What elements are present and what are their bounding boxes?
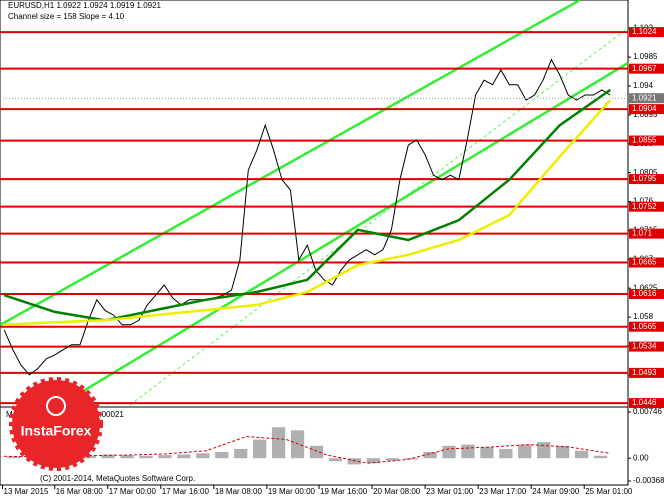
histogram-bar [574, 450, 589, 459]
histogram-bar [404, 458, 418, 460]
level-label: 1.071 [632, 229, 653, 238]
x-tick-label: 17 Mar 16:00 [162, 487, 210, 496]
level-label-box [629, 367, 664, 378]
y-tick-label: 1.058 [633, 312, 654, 321]
x-tick-label: 16 Mar 08:00 [56, 487, 104, 496]
histogram-bar [253, 439, 267, 459]
current-price-box [629, 93, 664, 104]
histogram-bar [158, 455, 172, 459]
histogram-bar [556, 445, 570, 459]
x-tick-label: 20 Mar 08:00 [373, 487, 421, 496]
histogram-bar [461, 444, 475, 459]
y-tick-label: 1.094 [633, 81, 654, 90]
level-label: 1.0752 [632, 202, 657, 211]
price-line [3, 58, 611, 376]
level-label: 1.0446 [632, 398, 657, 407]
histogram-bar [442, 445, 456, 459]
level-label: 1.0565 [632, 322, 657, 331]
copyright: (C) 2001-2014, MetaQuotes Software Corp. [40, 474, 195, 483]
current-price-label: 1.0921 [632, 93, 657, 102]
level-label: 1.0534 [632, 342, 657, 351]
moving-average [4, 99, 612, 327]
level-label-box [629, 104, 664, 115]
plot-frame [0, 0, 629, 486]
channel-mid-line [129, 27, 629, 406]
level-label-box [629, 63, 664, 74]
histogram-bar [499, 448, 513, 459]
y-tick-label: -0.00368 [633, 476, 664, 485]
level-label-box [629, 135, 664, 146]
histogram-bar [518, 444, 532, 459]
histogram-bar [290, 430, 305, 459]
histogram-bar [423, 452, 437, 459]
histogram-bar [139, 455, 153, 459]
histogram-bar [196, 453, 210, 459]
x-tick-label: 13 Mar 2015 [4, 487, 49, 496]
level-label: 1.0616 [632, 289, 657, 298]
y-tick-label: 1.0895 [633, 110, 658, 119]
level-label-box [629, 341, 664, 352]
histogram-bar [480, 447, 494, 459]
level-label: 1.0795 [632, 174, 657, 183]
x-tick-label: 17 Mar 00:00 [109, 487, 157, 496]
logo-icon [46, 396, 66, 416]
chart-subtitle: Channel size = 158 Slope = 4.10 [8, 12, 125, 21]
level-label: 1.1024 [632, 27, 657, 36]
x-tick-label: 23 Mar 01:00 [426, 487, 474, 496]
signal-line [3, 435, 611, 464]
histogram-bar [366, 458, 380, 464]
histogram-bar [328, 458, 343, 462]
y-tick-label: 0.00 [633, 453, 649, 462]
histogram-bar [215, 452, 229, 459]
chart-title: EURUSD,H1 1.0922 1.0924 1.0919 1.0921 [8, 1, 162, 10]
level-label: 1.0665 [632, 258, 657, 267]
histogram-bar [385, 458, 399, 461]
y-tick-label: 0.00746 [633, 407, 662, 416]
x-tick-label: 24 Mar 09:00 [532, 487, 580, 496]
histogram-bar [101, 454, 115, 459]
level-label-box [629, 228, 664, 239]
plot-layer: 1.1031.09851.0941.08951.0851.08051.0761.… [0, 23, 664, 496]
y-tick-label: 1.0625 [633, 283, 658, 292]
histogram-bar [120, 455, 134, 459]
histogram-bar [177, 454, 191, 459]
level-label-box [629, 321, 664, 332]
level-label-box [629, 288, 664, 299]
x-tick-label: 25 Mar 01:00 [585, 487, 633, 496]
logo: InstaForex [9, 377, 103, 471]
level-label: 1.0493 [632, 368, 657, 377]
level-label: 1.0855 [632, 136, 657, 145]
x-tick-label: 19 Mar 16:00 [320, 487, 368, 496]
x-tick-label: 19 Mar 00:00 [268, 487, 316, 496]
channel-line [0, 0, 581, 327]
histogram-bar [347, 458, 361, 465]
level-label: 1.0904 [632, 104, 657, 113]
logo-badge [9, 377, 103, 471]
histogram-bar [234, 448, 248, 459]
level-label-box [629, 27, 664, 38]
logo-text: InstaForex [21, 423, 92, 439]
level-label: 1.0967 [632, 64, 657, 73]
x-tick-label: 23 Mar 17:00 [479, 487, 527, 496]
histogram-bar [309, 445, 324, 459]
y-tick-label: 1.076 [633, 197, 654, 206]
level-label-box [629, 398, 664, 409]
y-tick-label: 1.0985 [633, 52, 658, 61]
histogram-bar [271, 427, 286, 459]
histogram-bar [593, 455, 608, 459]
y-tick-label: 1.0805 [633, 168, 658, 177]
histogram-bar [6, 456, 21, 459]
x-tick-label: 18 Mar 08:00 [215, 487, 263, 496]
histogram-bar [537, 442, 551, 459]
level-label-box [629, 201, 664, 212]
level-label-box [629, 257, 664, 268]
level-label-box [629, 174, 664, 185]
